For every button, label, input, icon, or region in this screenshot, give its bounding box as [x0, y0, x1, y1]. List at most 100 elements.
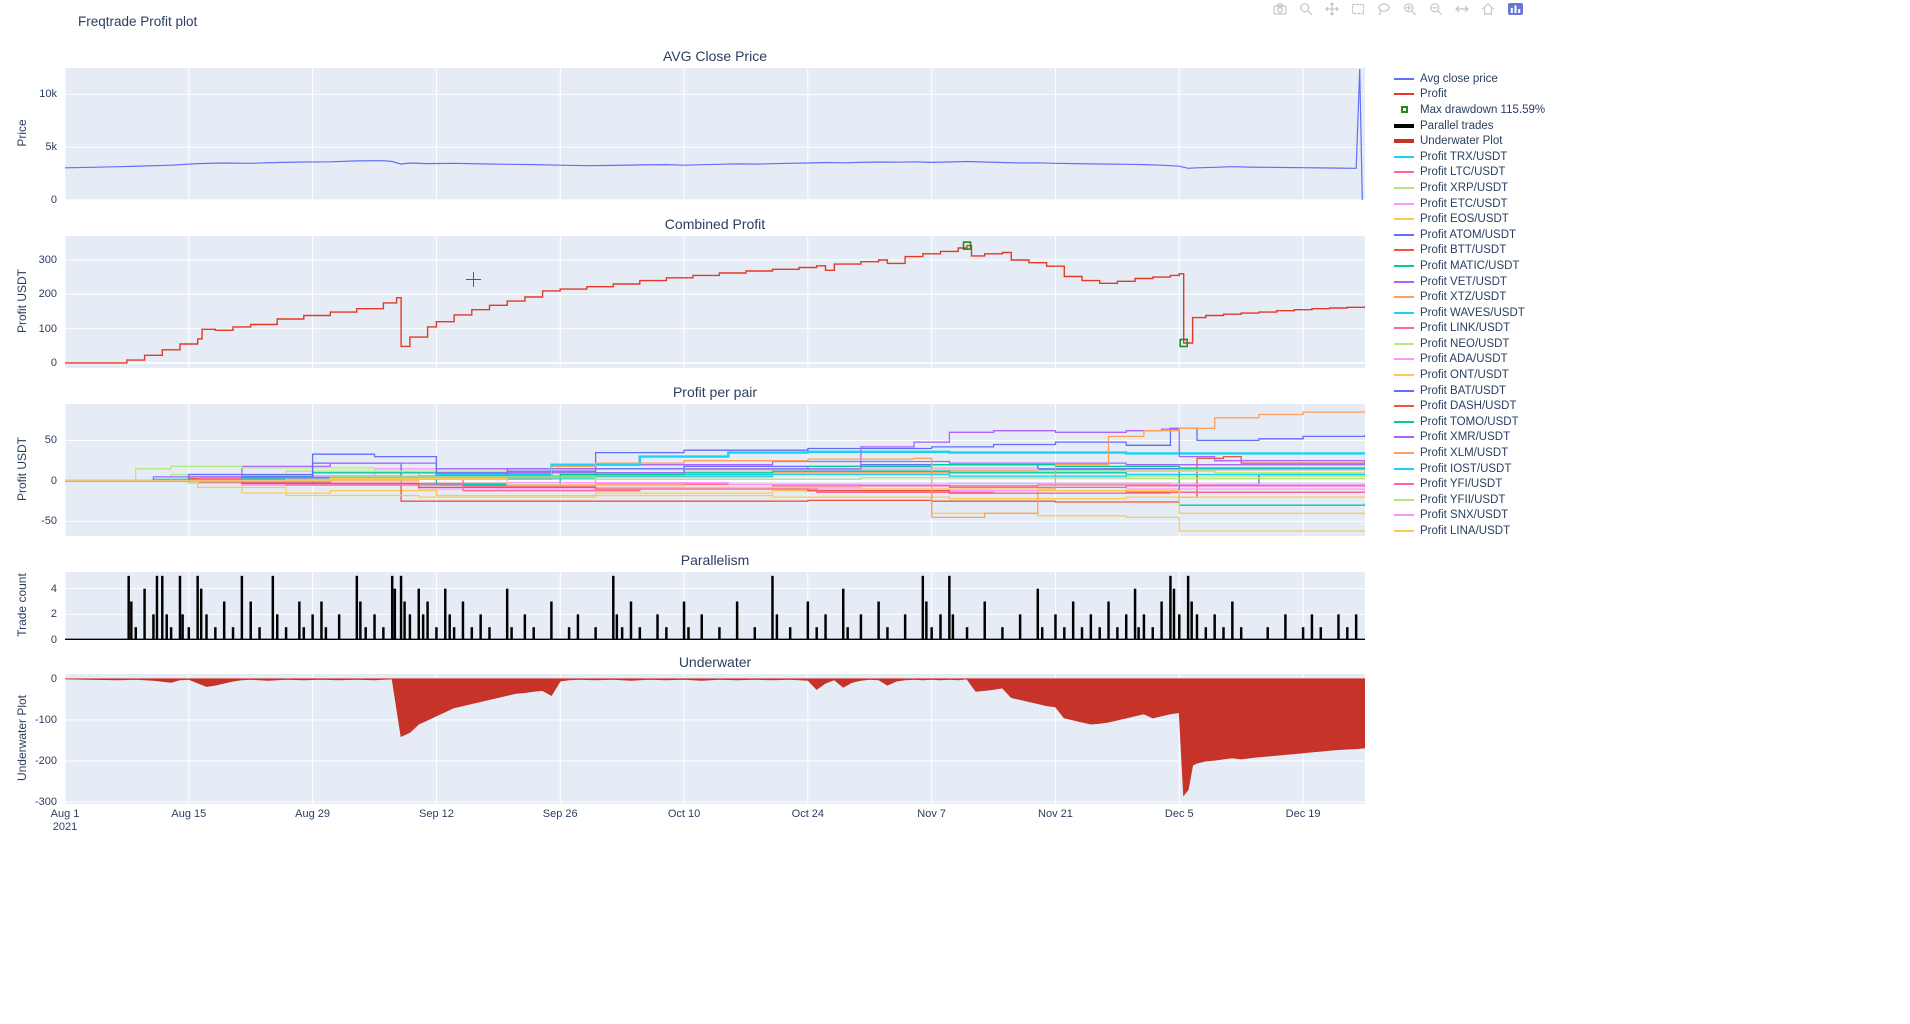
subplot-combined-profit[interactable] [65, 236, 1365, 368]
legend-item-profit-matic-usdt[interactable]: Profit MATIC/USDT [1393, 258, 1545, 274]
legend-item-profit-yfii-usdt[interactable]: Profit YFII/USDT [1393, 492, 1545, 508]
trade-count-bar [1204, 627, 1208, 640]
trade-count-bar [1151, 627, 1154, 640]
trade-count-bar [1186, 575, 1190, 640]
autoscale-icon[interactable] [1450, 1, 1473, 17]
series-lina-usdt [65, 477, 1365, 514]
legend-line-swatch-icon [1393, 202, 1415, 205]
trade-count-bar [1137, 627, 1140, 640]
legend-item-avg-close-price[interactable]: Avg close price [1393, 71, 1545, 87]
trade-count-bar [127, 575, 130, 640]
trade-count-bar [134, 627, 137, 640]
trade-count-bar [337, 614, 341, 640]
legend-item-parallel-trades[interactable]: Parallel trades [1393, 118, 1545, 134]
legend-item-profit-ada-usdt[interactable]: Profit ADA/USDT [1393, 352, 1545, 368]
trade-count-bar [771, 575, 774, 640]
trade-count-bar [1190, 601, 1193, 640]
trade-count-bar [886, 627, 889, 640]
legend-item-underwater-plot[interactable]: Underwater Plot [1393, 133, 1545, 149]
legend-item-profit-neo-usdt[interactable]: Profit NEO/USDT [1393, 336, 1545, 352]
subplot-parallelism[interactable] [65, 572, 1365, 640]
subplot-profit-per-pair[interactable] [65, 404, 1365, 536]
reset-axes-icon[interactable] [1476, 1, 1499, 17]
plotly-logo[interactable] [1508, 3, 1523, 15]
trade-count-bar [505, 588, 509, 640]
y-tick-label: 10k [39, 88, 57, 101]
series-eos-usdt [65, 480, 1365, 532]
legend-item-profit-bat-usdt[interactable]: Profit BAT/USDT [1393, 383, 1545, 399]
subplot-title-underwater: Underwater [678, 654, 752, 670]
legend-item-profit-atom-usdt[interactable]: Profit ATOM/USDT [1393, 227, 1545, 243]
series-profit [65, 244, 1365, 364]
legend-item-profit-etc-usdt[interactable]: Profit ETC/USDT [1393, 196, 1545, 212]
legend-item-max-drawdown-115-59[interactable]: Max drawdown 115.59% [1393, 102, 1545, 118]
legend-item-profit-xtz-usdt[interactable]: Profit XTZ/USDT [1393, 289, 1545, 305]
legend-item-profit-lina-usdt[interactable]: Profit LINA/USDT [1393, 523, 1545, 539]
trade-count-bar [181, 614, 184, 640]
legend-label: Parallel trades [1420, 119, 1494, 132]
legend-line-swatch-icon [1393, 420, 1415, 423]
y-axis-label-underwater-plot: Underwater Plot [15, 694, 29, 782]
trade-count-bar [532, 627, 535, 640]
legend-item-profit-tomo-usdt[interactable]: Profit TOMO/USDT [1393, 414, 1545, 430]
trade-count-bar [461, 601, 465, 640]
legend-line-swatch-icon [1393, 405, 1415, 408]
trade-count-bar [421, 614, 425, 640]
legend-label: Profit XLM/USDT [1420, 447, 1509, 460]
trade-count-bar [284, 627, 288, 640]
legend-label: Profit WAVES/USDT [1420, 306, 1525, 319]
subplot-avg-close-price[interactable] [65, 68, 1365, 200]
legend-item-profit-xlm-usdt[interactable]: Profit XLM/USDT [1393, 445, 1545, 461]
pan-icon[interactable] [1320, 1, 1343, 17]
legend-item-profit-btt-usdt[interactable]: Profit BTT/USDT [1393, 243, 1545, 259]
trade-count-bar [1124, 614, 1128, 640]
x-tick-label: Aug 15 [171, 808, 207, 820]
trade-count-bar [903, 614, 907, 640]
trade-count-bar [1142, 614, 1146, 640]
trade-count-bar [155, 575, 159, 640]
trade-count-bar [258, 627, 261, 640]
trade-count-bar [1319, 627, 1323, 640]
legend-item-profit-ltc-usdt[interactable]: Profit LTC/USDT [1393, 165, 1545, 181]
marker-max-drawdown [962, 241, 972, 250]
trade-count-bar [1036, 588, 1040, 640]
zoom-out-icon[interactable] [1424, 1, 1447, 17]
legend-line-swatch-icon [1393, 514, 1415, 517]
trade-count-bar [399, 575, 403, 640]
legend-item-profit-eos-usdt[interactable]: Profit EOS/USDT [1393, 211, 1545, 227]
x-tick-label: Sep 26 [542, 808, 578, 820]
legend-item-profit-xmr-usdt[interactable]: Profit XMR/USDT [1393, 430, 1545, 446]
lasso-select-icon[interactable] [1372, 1, 1395, 17]
series-xlm-usdt [65, 409, 1365, 519]
y-tick-label: 100 [38, 322, 57, 335]
download-plot-icon[interactable] [1268, 1, 1291, 17]
trade-count-bar [788, 627, 792, 640]
trade-count-bar [1178, 614, 1181, 640]
subplot-underwater[interactable] [65, 674, 1365, 804]
subplot-title-combined-profit: Combined Profit [664, 216, 766, 232]
legend-line-swatch-icon [1393, 280, 1415, 283]
legend-item-profit-iost-usdt[interactable]: Profit IOST/USDT [1393, 461, 1545, 477]
legend-item-profit-snx-usdt[interactable]: Profit SNX/USDT [1393, 508, 1545, 524]
legend-line-swatch-icon [1393, 452, 1415, 455]
series-iost-usdt [65, 473, 1365, 482]
legend-item-profit-vet-usdt[interactable]: Profit VET/USDT [1393, 274, 1545, 290]
trade-count-bar [408, 614, 412, 640]
zoom-icon[interactable] [1294, 1, 1317, 17]
trade-count-bar [1172, 588, 1176, 640]
legend-item-profit-dash-usdt[interactable]: Profit DASH/USDT [1393, 398, 1545, 414]
legend-item-profit[interactable]: Profit [1393, 87, 1545, 103]
legend-item-profit-ont-usdt[interactable]: Profit ONT/USDT [1393, 367, 1545, 383]
legend-line-swatch-icon [1393, 218, 1415, 221]
legend-item-profit-waves-usdt[interactable]: Profit WAVES/USDT [1393, 305, 1545, 321]
box-select-icon[interactable] [1346, 1, 1369, 17]
legend-item-profit-xrp-usdt[interactable]: Profit XRP/USDT [1393, 180, 1545, 196]
series-snx-usdt [65, 478, 1365, 485]
legend-item-profit-link-usdt[interactable]: Profit LINK/USDT [1393, 321, 1545, 337]
trade-count-bar [682, 601, 686, 640]
trade-count-bar [298, 601, 301, 640]
legend-item-profit-yfi-usdt[interactable]: Profit YFI/USDT [1393, 476, 1545, 492]
x-tick-label: Aug 1 2021 [50, 808, 80, 833]
legend-item-profit-trx-usdt[interactable]: Profit TRX/USDT [1393, 149, 1545, 165]
zoom-in-icon[interactable] [1398, 1, 1421, 17]
